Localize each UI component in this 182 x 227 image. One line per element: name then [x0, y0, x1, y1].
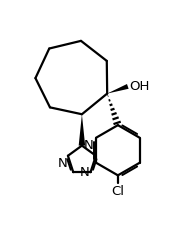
- Text: N: N: [57, 157, 67, 170]
- Text: Cl: Cl: [111, 185, 124, 198]
- Text: N: N: [83, 139, 93, 152]
- Text: N: N: [80, 166, 90, 179]
- Text: OH: OH: [129, 80, 150, 93]
- Polygon shape: [107, 84, 129, 94]
- Polygon shape: [79, 114, 85, 146]
